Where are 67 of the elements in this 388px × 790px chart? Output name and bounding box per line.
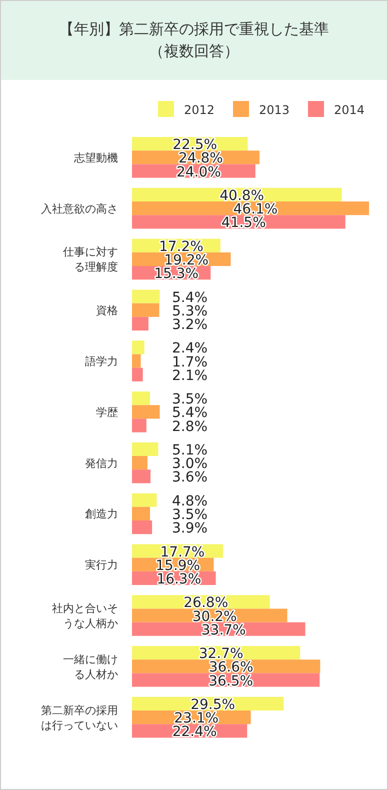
y-tick-label: 第二新卒の採用は行っていない (41, 704, 118, 732)
data-label: 3.5% (172, 392, 208, 408)
data-label: 3.2% (172, 317, 208, 333)
data-label: 15.9% (156, 558, 200, 574)
y-tick-label: 語学力 (85, 355, 118, 368)
y-tick-label: 一緒に働ける人材か (63, 652, 118, 681)
data-label: 19.2% (164, 252, 209, 268)
data-label: 5.4% (172, 405, 208, 422)
y-tick-label: 学歴 (96, 406, 118, 419)
data-label: 32.7% (198, 646, 244, 662)
bar (132, 354, 141, 368)
bar (132, 392, 150, 406)
bar (132, 442, 158, 456)
data-label: 15.3% (154, 266, 199, 282)
data-label: 3.6% (172, 470, 208, 486)
bar (132, 340, 144, 354)
y-tick-label: 志望動機 (74, 151, 118, 164)
legend-label: 2013 (259, 103, 290, 117)
data-label: 23.1% (174, 710, 219, 727)
data-label: 5.3% (172, 303, 208, 320)
bar (132, 456, 148, 470)
y-tick-label: 社内と合いそうな人柄か (52, 602, 118, 630)
y-tick-label: 仕事に対する理解度 (63, 246, 118, 274)
data-label: 22.5% (172, 137, 218, 154)
bar (132, 418, 146, 432)
data-label: 3.0% (172, 456, 208, 472)
legend-label: 2012 (184, 103, 215, 117)
y-tick-label: 資格 (96, 304, 118, 318)
chart-title: 【年別】第二新卒の採用で重視した基準（複数回答） (59, 20, 329, 60)
data-label: 36.5% (208, 673, 254, 690)
bar (132, 368, 143, 382)
bar (132, 520, 152, 534)
data-label: 16.3% (156, 572, 202, 588)
y-tick-label: 実行力 (85, 558, 118, 572)
data-label: 24.0% (176, 164, 221, 180)
data-label: 2.4% (172, 340, 208, 357)
data-label: 3.5% (172, 507, 208, 523)
y-tick-label: 創造力 (85, 508, 118, 521)
y-tick-label: 入社意欲の高さ (41, 202, 118, 216)
data-label: 40.8% (220, 188, 264, 204)
bar (132, 506, 150, 520)
data-label: 22.4% (172, 724, 217, 740)
data-label: 17.2% (158, 238, 204, 255)
data-label: 46.1% (233, 202, 278, 218)
data-label: 3.9% (172, 520, 208, 537)
bar (132, 405, 160, 419)
data-label: 36.6% (208, 660, 254, 676)
bar (132, 303, 160, 317)
data-label: 2.1% (172, 368, 208, 384)
data-label: 30.2% (192, 608, 237, 625)
bar (132, 316, 148, 330)
legend-label: 2014 (334, 103, 365, 117)
data-label: 2.8% (172, 418, 208, 435)
bar (132, 290, 160, 304)
y-tick-label: 発信力 (85, 456, 118, 470)
data-label: 26.8% (184, 595, 228, 612)
data-label: 41.5% (221, 215, 266, 232)
data-label: 5.4% (172, 290, 208, 306)
data-label: 4.8% (172, 493, 208, 510)
data-label: 17.7% (160, 544, 205, 560)
bar (132, 493, 157, 507)
data-label: 5.1% (172, 442, 208, 458)
data-label: 1.7% (172, 354, 208, 370)
data-label: 29.5% (190, 697, 236, 713)
bar (132, 470, 151, 484)
data-label: 33.7% (201, 622, 246, 638)
data-label: 24.8% (178, 150, 223, 167)
